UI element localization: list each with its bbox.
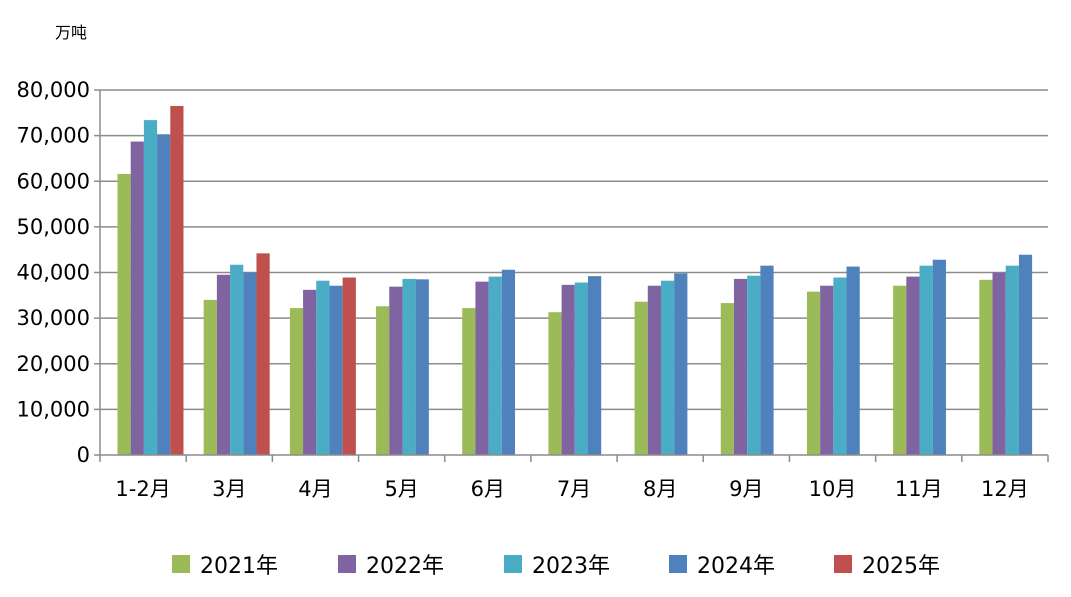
- bar-2024年-10月: [846, 266, 860, 455]
- bar-2023年-1-2月: [143, 120, 158, 456]
- bar-2023年-10月: [833, 277, 847, 455]
- bar-2024年-4月: [329, 285, 343, 455]
- x-tick-label: 10月: [809, 477, 857, 501]
- bar-2023年-3月: [230, 264, 244, 455]
- legend-swatch: [669, 555, 687, 573]
- bar-2023年-12月: [1005, 265, 1019, 455]
- x-tick-label: 11月: [895, 477, 943, 501]
- bar-2021年-10月: [806, 291, 821, 455]
- bar-2021年-3月: [203, 299, 217, 456]
- bar-2022年-10月: [820, 285, 834, 455]
- bar-2021年-6月: [462, 308, 476, 455]
- bar-2025年-4月: [342, 277, 356, 455]
- legend-swatch: [504, 555, 522, 573]
- axes: [99, 90, 1048, 456]
- legend-label: 2024年: [697, 554, 775, 579]
- bar-2023年-5月: [402, 278, 416, 455]
- bar-chart: 万吨 0 10,000 20,000 30,000 40,000 50,000 60,000…: [17, 23, 1049, 501]
- x-tick-label: 3月: [212, 477, 246, 501]
- bar-2022年-12月: [992, 272, 1006, 455]
- y-axis-ticks: 0 10,000 20,000 30,000 40,000 50,000 60,000 70,…: [17, 78, 100, 467]
- bar-2023年-4月: [316, 280, 330, 455]
- y-tick-label: 0: [77, 443, 90, 467]
- legend-item: 2022年: [338, 548, 444, 580]
- bar-2021年-11月: [893, 285, 907, 455]
- bar-2023年-9月: [747, 275, 761, 455]
- legend-item: 2024年: [669, 548, 775, 580]
- bar-2023年-11月: [919, 265, 933, 455]
- bar-2021年-4月: [289, 308, 304, 455]
- y-tick-label: 50,000: [17, 215, 90, 239]
- bar-2024年-6月: [501, 269, 516, 455]
- bar-2024年-5月: [415, 279, 429, 455]
- legend-item: 2021年: [172, 548, 278, 580]
- y-tick-label: 60,000: [17, 169, 90, 193]
- legend-swatch: [172, 555, 190, 573]
- bar-2022年-4月: [303, 289, 317, 455]
- bar-2021年-8月: [634, 301, 648, 455]
- legend-swatch: [834, 555, 852, 573]
- legend-item: 2023年: [504, 548, 610, 580]
- bar-2024年-3月: [243, 272, 257, 455]
- bar-2024年-1-2月: [157, 134, 171, 455]
- bar-2024年-12月: [1018, 254, 1033, 455]
- bar-2021年-9月: [720, 303, 734, 455]
- bar-2022年-7月: [561, 284, 575, 455]
- bar-2024年-7月: [588, 276, 602, 455]
- x-tick-label: 5月: [384, 477, 418, 501]
- x-tick-label: 1-2月: [115, 477, 170, 501]
- y-tick-label: 80,000: [17, 78, 90, 102]
- legend-label: 2021年: [200, 554, 278, 579]
- bar-2025年-3月: [256, 253, 270, 455]
- x-axis-ticks: 1-2月 3月 4月 5月 6月 7月 8月 9月 10月 11月 12月: [99, 455, 1049, 501]
- legend-swatch: [338, 555, 356, 573]
- bar-2024年-9月: [760, 265, 774, 455]
- x-tick-label: 12月: [981, 477, 1029, 501]
- bar-2022年-8月: [647, 285, 661, 455]
- bar-2021年-1-2月: [117, 173, 131, 455]
- legend-label: 2023年: [532, 554, 610, 579]
- bar-2024年-11月: [932, 259, 946, 455]
- y-unit-label: 万吨: [55, 23, 87, 42]
- legend: 2021年 2022年 2023年 2024年 2025年: [0, 548, 1071, 584]
- x-tick-label: 8月: [643, 477, 677, 501]
- bar-2021年-5月: [376, 306, 390, 455]
- bar-2023年-6月: [488, 276, 502, 455]
- bars: [117, 105, 1033, 456]
- legend-label: 2022年: [366, 554, 444, 579]
- bar-2022年-3月: [216, 274, 231, 455]
- x-tick-label: 7月: [557, 477, 591, 501]
- y-tick-label: 40,000: [17, 261, 90, 285]
- y-tick-label: 70,000: [17, 124, 90, 148]
- bar-2021年-7月: [548, 312, 562, 455]
- bar-2022年-9月: [733, 278, 748, 455]
- x-tick-label: 4月: [298, 477, 332, 501]
- bar-2022年-6月: [475, 281, 489, 456]
- bar-2023年-7月: [574, 282, 589, 455]
- legend-label: 2025年: [862, 554, 940, 579]
- x-tick-label: 6月: [471, 477, 505, 501]
- bar-2022年-1-2月: [130, 141, 144, 455]
- y-tick-label: 20,000: [17, 352, 90, 376]
- legend-item: 2025年: [834, 548, 940, 580]
- bar-2024年-8月: [674, 273, 688, 455]
- y-tick-label: 10,000: [17, 397, 90, 421]
- bar-2022年-11月: [906, 276, 920, 455]
- bar-2023年-8月: [660, 280, 675, 455]
- bar-2022年-5月: [389, 286, 403, 455]
- y-tick-label: 30,000: [17, 306, 90, 330]
- bar-2025年-1-2月: [170, 105, 184, 455]
- x-tick-label: 9月: [729, 477, 763, 501]
- bar-2021年-12月: [979, 279, 993, 455]
